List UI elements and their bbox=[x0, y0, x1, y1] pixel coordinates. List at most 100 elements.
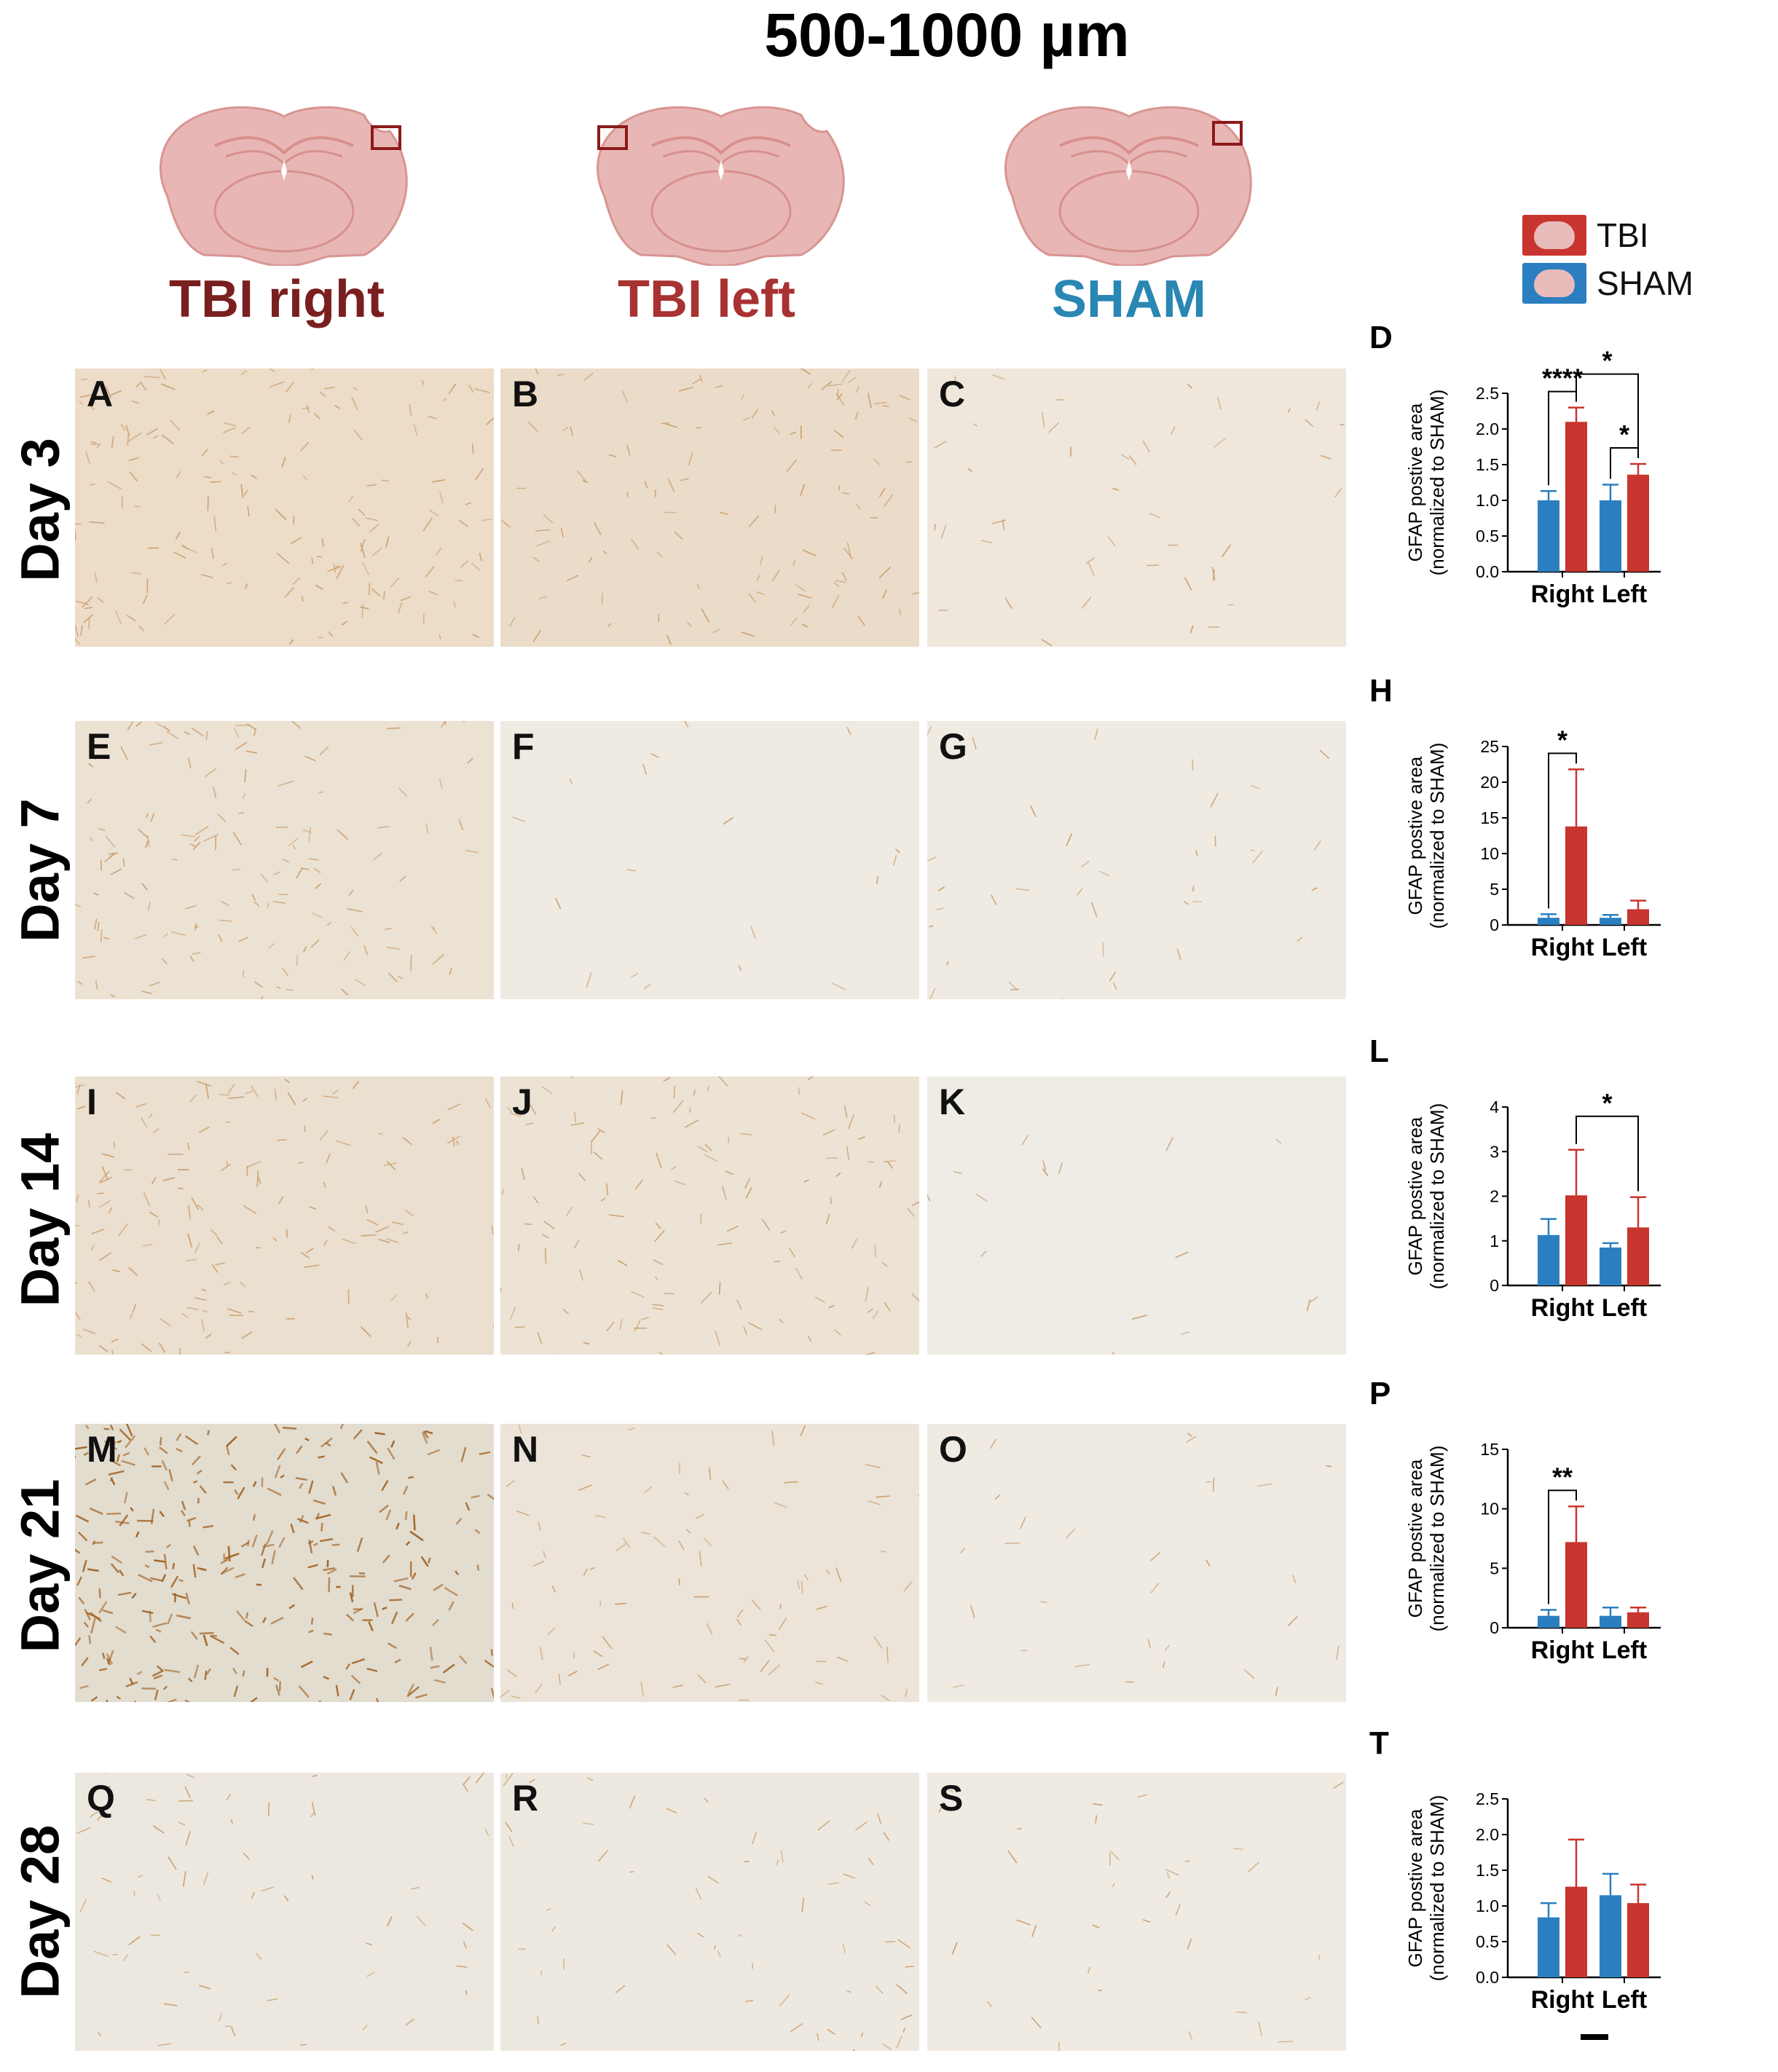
legend-item-sham: SHAM bbox=[1522, 263, 1694, 304]
x-tick-label: Left bbox=[1602, 1294, 1647, 1322]
y-axis-label: GFAP postive area bbox=[1404, 1808, 1426, 1967]
micrograph-panel-f: F bbox=[500, 721, 919, 999]
y-axis-label-units: (normalized to SHAM) bbox=[1426, 1795, 1448, 1982]
bar-tbi-right bbox=[1565, 422, 1587, 572]
legend-label-sham: SHAM bbox=[1597, 264, 1694, 303]
gfap-staining-texture bbox=[500, 1773, 919, 2051]
chart-panel-letter: P bbox=[1369, 1376, 1390, 1411]
bar-tbi-left bbox=[1627, 1612, 1649, 1628]
x-tick-label: Left bbox=[1602, 1636, 1647, 1664]
y-tick-label: 5 bbox=[1490, 1559, 1499, 1577]
y-tick-label: 2.5 bbox=[1476, 1789, 1499, 1808]
column-header-tbi-right: TBI right bbox=[58, 269, 495, 329]
brain-diagram-tbi-right bbox=[146, 102, 422, 266]
significance-marker: * bbox=[1602, 346, 1612, 376]
row-label-day-21: Day 21 bbox=[9, 1479, 71, 1653]
y-tick-label: 5 bbox=[1490, 880, 1499, 899]
panel-letter: I bbox=[87, 1081, 97, 1123]
micrograph-panel-r: R bbox=[500, 1773, 919, 2051]
bar-sham-left bbox=[1600, 1895, 1621, 1977]
panel-letter: G bbox=[939, 725, 967, 768]
y-axis-label-units: (normalized to SHAM) bbox=[1426, 1446, 1448, 1632]
bar-tbi-right bbox=[1565, 1195, 1587, 1285]
significance-bracket bbox=[1576, 1116, 1638, 1191]
y-tick-label: 10 bbox=[1480, 1500, 1499, 1518]
figure-title: 500-1000 µm bbox=[0, 0, 1778, 71]
x-tick-label: Right bbox=[1531, 1986, 1594, 2014]
chart-panel-letter: H bbox=[1369, 674, 1393, 709]
brain-diagram-tbi-left bbox=[583, 102, 860, 266]
bar-tbi-left bbox=[1627, 475, 1649, 572]
gfap-staining-texture bbox=[500, 369, 919, 647]
panel-letter: C bbox=[939, 373, 965, 415]
gfap-staining-texture bbox=[927, 1424, 1346, 1702]
bar-sham-left bbox=[1600, 1248, 1621, 1285]
bar-sham-left bbox=[1600, 500, 1621, 572]
bar-sham-right bbox=[1538, 1235, 1559, 1285]
panel-letter: N bbox=[512, 1428, 538, 1470]
micrograph-panel-a: A bbox=[75, 369, 494, 647]
y-axis-label: GFAP postive area bbox=[1404, 403, 1426, 562]
x-tick-label: Left bbox=[1602, 1986, 1647, 2014]
brain-section-icon bbox=[991, 102, 1267, 266]
y-tick-label: 4 bbox=[1490, 1098, 1499, 1116]
bar-sham-right bbox=[1538, 918, 1559, 925]
gfap-staining-texture bbox=[75, 1773, 494, 2051]
micrograph-panel-m: M bbox=[75, 1424, 494, 1702]
micrograph-panel-i: I bbox=[75, 1076, 494, 1355]
y-tick-label: 0 bbox=[1490, 1276, 1499, 1295]
y-tick-label: 2.0 bbox=[1476, 1825, 1499, 1844]
x-tick-label: Right bbox=[1531, 934, 1594, 961]
x-tick-label: Right bbox=[1531, 580, 1594, 608]
micrograph-panel-e: E bbox=[75, 721, 494, 999]
micrograph-panel-o: O bbox=[927, 1424, 1346, 1702]
significance-marker: ** bbox=[1552, 1462, 1573, 1492]
panel-letter: Q bbox=[87, 1777, 115, 1819]
y-tick-label: 10 bbox=[1480, 844, 1499, 863]
bar-tbi-right bbox=[1565, 1887, 1587, 1977]
panel-letter: R bbox=[512, 1777, 538, 1819]
panel-letter: J bbox=[512, 1081, 532, 1123]
bar-tbi-left bbox=[1627, 1903, 1649, 1977]
bar-sham-right bbox=[1538, 500, 1559, 572]
bar-sham-right bbox=[1538, 1616, 1559, 1628]
brain-diagram-sham bbox=[991, 102, 1267, 266]
gfap-staining-texture bbox=[927, 369, 1346, 647]
significance-marker: * bbox=[1619, 419, 1629, 449]
panel-letter: E bbox=[87, 725, 111, 768]
y-tick-label: 0 bbox=[1490, 915, 1499, 934]
column-header-sham: SHAM bbox=[910, 269, 1348, 329]
x-tick-label: Right bbox=[1531, 1636, 1594, 1664]
chart-panel-letter: T bbox=[1369, 1726, 1389, 1761]
bar-tbi-left bbox=[1627, 909, 1649, 925]
x-tick-label: Left bbox=[1602, 580, 1647, 608]
gfap-staining-texture bbox=[75, 1076, 494, 1355]
y-axis-label-units: (normalized to SHAM) bbox=[1426, 390, 1448, 576]
micrograph-panel-j: J bbox=[500, 1076, 919, 1355]
y-tick-label: 3 bbox=[1490, 1142, 1499, 1161]
chart-panel-letter: L bbox=[1369, 1034, 1389, 1069]
y-tick-label: 0.0 bbox=[1476, 1968, 1499, 1987]
bar-chart: T GFAP postive area(normalized to SHAM) 0.… bbox=[1369, 1726, 1668, 2068]
legend-swatch-tbi bbox=[1522, 215, 1586, 256]
panel-letter: B bbox=[512, 373, 538, 415]
bar-sham-left bbox=[1600, 918, 1621, 925]
gfap-staining-texture bbox=[75, 721, 494, 999]
y-axis-label: GFAP postive area bbox=[1404, 756, 1426, 915]
panel-letter: A bbox=[87, 373, 113, 415]
y-axis-label: GFAP postive area bbox=[1404, 1116, 1426, 1275]
micrograph-panel-n: N bbox=[500, 1424, 919, 1702]
gfap-staining-texture bbox=[500, 721, 919, 999]
y-tick-label: 0.5 bbox=[1476, 1932, 1499, 1951]
y-tick-label: 2.0 bbox=[1476, 419, 1499, 438]
y-tick-label: 1.5 bbox=[1476, 455, 1499, 474]
micrograph-panel-s: S bbox=[927, 1773, 1346, 2051]
brain-section-icon bbox=[146, 102, 422, 266]
column-header-tbi-left: TBI left bbox=[488, 269, 925, 329]
x-tick-label: Left bbox=[1602, 934, 1647, 961]
